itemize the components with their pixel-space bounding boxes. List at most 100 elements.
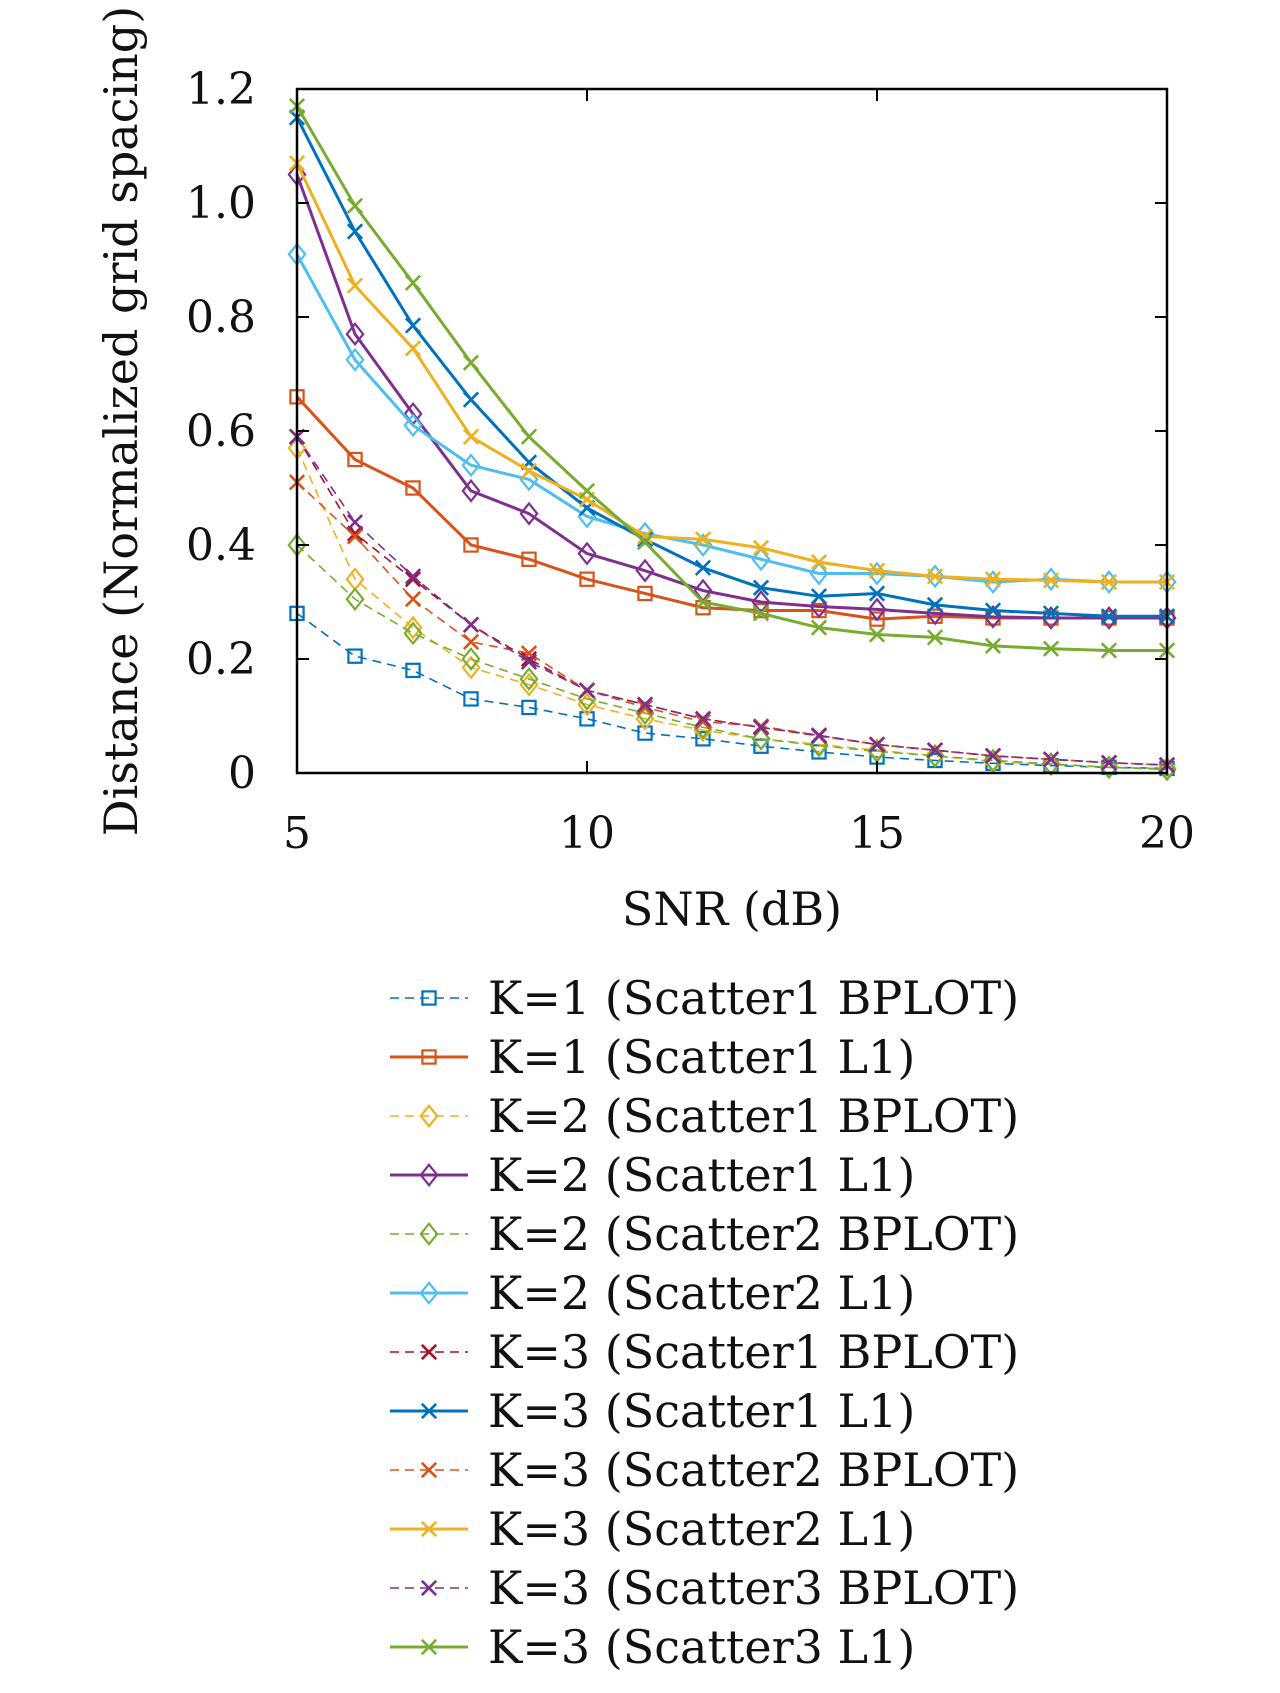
x-marker <box>810 553 828 571</box>
legend-item: K=1 (Scatter1 L1) <box>390 1030 915 1084</box>
legend-label: K=3 (Scatter2 L1) <box>488 1502 915 1556</box>
x-marker <box>420 1343 438 1361</box>
diamond-marker <box>1099 570 1119 595</box>
diamond-marker <box>1099 755 1119 780</box>
series-line <box>295 173 1167 620</box>
x-marker <box>926 742 944 759</box>
diamond-marker <box>867 597 887 622</box>
diamond-marker <box>577 541 597 566</box>
diamond-marker <box>403 615 423 640</box>
x-marker <box>462 633 480 651</box>
series-line <box>296 447 1168 770</box>
x-marker <box>420 1461 438 1479</box>
x-marker <box>420 1579 438 1597</box>
x-marker <box>868 736 886 753</box>
legend: K=1 (Scatter1 BPLOT)K=1 (Scatter1 L1)K=2… <box>390 971 1019 1674</box>
tick-labels: 5 10 15 20 0 0.2 0.4 0.6 0.8 1.0 1.2 <box>186 64 1195 859</box>
x-marker <box>636 699 654 716</box>
x-marker <box>926 568 944 585</box>
x-marker <box>868 626 886 643</box>
square-marker <box>637 585 653 602</box>
diamond-marker <box>983 748 1003 773</box>
diamond-marker <box>419 1163 439 1187</box>
square-marker <box>347 451 363 468</box>
diamond-marker <box>419 1281 439 1305</box>
series-11 <box>288 428 1176 774</box>
x-marker <box>636 696 654 713</box>
diamond-marker <box>519 501 539 526</box>
diamond-marker <box>403 621 423 646</box>
square-marker <box>347 648 363 664</box>
diamond-marker <box>519 666 539 691</box>
legend-item: K=2 (Scatter1 L1) <box>390 1148 915 1202</box>
x-marker <box>404 568 422 585</box>
x-marker <box>1100 608 1118 625</box>
diamond-marker <box>461 647 481 671</box>
legend-label: K=3 (Scatter2 BPLOT) <box>488 1443 1019 1497</box>
diamond-marker <box>751 547 771 572</box>
square-marker <box>521 551 537 567</box>
x-marker <box>752 719 770 736</box>
x-marker <box>462 391 480 408</box>
diamond-marker <box>345 587 365 612</box>
x-marker <box>520 428 538 445</box>
x-marker <box>926 629 944 646</box>
x-marker <box>404 274 422 291</box>
square-marker <box>695 731 711 747</box>
x-marker <box>636 528 654 545</box>
x-marker <box>636 534 654 551</box>
y-tick-label: 0.4 <box>186 520 256 571</box>
diamond-marker <box>1157 757 1177 782</box>
legend-label: K=3 (Scatter1 BPLOT) <box>488 1325 1019 1379</box>
legend-item: K=1 (Scatter1 BPLOT) <box>390 971 1019 1025</box>
legend-label: K=3 (Scatter1 L1) <box>488 1384 915 1438</box>
x-marker <box>404 340 422 357</box>
x-marker <box>868 585 886 602</box>
square-marker <box>421 1049 437 1065</box>
x-marker <box>420 1402 438 1420</box>
legend-item: K=3 (Scatter2 BPLOT) <box>390 1443 1019 1497</box>
square-marker <box>811 744 827 760</box>
legend-label: K=1 (Scatter1 L1) <box>488 1030 915 1084</box>
diamond-marker <box>345 347 365 372</box>
x-marker <box>1100 754 1118 771</box>
series-line <box>296 544 1168 771</box>
x-marker <box>1100 642 1118 659</box>
legend-label: K=1 (Scatter1 BPLOT) <box>488 971 1019 1025</box>
diamond-marker <box>925 743 945 768</box>
x-marker <box>578 482 596 499</box>
x-marker <box>810 588 828 605</box>
x-tick-label: 5 <box>283 808 311 859</box>
x-marker <box>346 223 364 240</box>
square-marker <box>869 611 885 627</box>
diamond-marker <box>419 1222 439 1246</box>
legend-item: K=3 (Scatter1 L1) <box>390 1384 915 1438</box>
diamond-marker <box>403 413 423 438</box>
x-marker <box>810 727 828 744</box>
x-tick-label: 10 <box>559 808 615 859</box>
diamond-marker <box>461 478 481 503</box>
x-marker <box>1042 605 1060 622</box>
x-tick-label: 15 <box>849 808 905 859</box>
x-marker <box>1042 751 1060 768</box>
square-marker <box>637 725 653 741</box>
series-9 <box>288 474 1176 774</box>
legend-item: K=2 (Scatter1 BPLOT) <box>390 1089 1019 1143</box>
x-marker <box>404 591 422 608</box>
square-marker <box>753 602 769 619</box>
x-axis-label: SNR (dB) <box>622 882 842 936</box>
x-marker <box>752 539 770 556</box>
x-marker <box>346 514 364 531</box>
square-marker <box>579 571 595 587</box>
square-marker <box>405 480 421 496</box>
y-tick-label: 1.2 <box>186 64 256 115</box>
series-10 <box>288 154 1176 591</box>
y-tick-label: 0.6 <box>186 406 256 457</box>
x-marker <box>984 747 1002 765</box>
diamond-marker <box>925 564 945 589</box>
diamond-marker <box>635 558 655 583</box>
x-marker <box>694 559 712 576</box>
series-7 <box>288 428 1176 774</box>
series-12 <box>288 97 1176 659</box>
